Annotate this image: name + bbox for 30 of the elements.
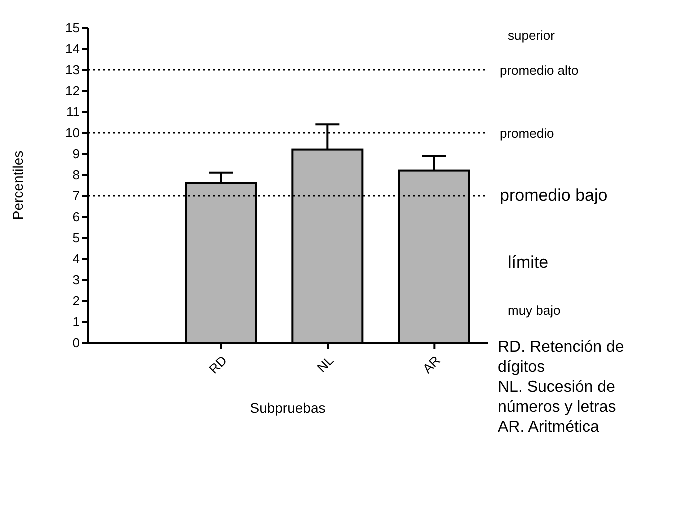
text: AR. Aritmética: [498, 418, 600, 438]
y-tick-label: 8: [72, 168, 80, 183]
y-tick-label: 5: [72, 230, 80, 246]
y-tick-label: 1: [72, 314, 80, 330]
y-tick-label: 11: [66, 104, 80, 120]
y-tick-label: 7: [72, 188, 80, 204]
y-tick-label: 15: [66, 20, 80, 36]
x-tick-label: AR: [420, 353, 444, 376]
y-tick-label: 2: [72, 294, 80, 309]
text: límite: [508, 252, 549, 273]
y-tick-label: 0: [72, 336, 80, 351]
x-axis-title: Subpruebas: [250, 400, 326, 416]
x-tick-label: NL: [314, 353, 337, 376]
text: superior: [508, 28, 555, 44]
ref-line-label: promedio: [500, 126, 554, 141]
y-axis-title: Percentiles: [10, 150, 26, 220]
x-tick-label: RD: [206, 353, 230, 377]
y-tick-label: 3: [72, 272, 80, 288]
text: RD. Retención de dígitos: [498, 338, 626, 378]
ref-line-label: promedio bajo: [500, 186, 608, 205]
y-tick-label: 9: [72, 146, 80, 162]
ref-line-label: promedio alto: [500, 63, 579, 78]
text: muy bajo: [508, 302, 561, 318]
y-tick-label: 10: [66, 126, 80, 141]
y-tick-label: 4: [72, 252, 80, 267]
y-tick-label: 6: [72, 210, 80, 225]
y-tick-label: 12: [66, 84, 80, 99]
y-tick-label: 13: [66, 62, 80, 78]
text: NL. Sucesión de números y letras: [498, 378, 618, 418]
y-tick-label: 14: [66, 42, 80, 57]
